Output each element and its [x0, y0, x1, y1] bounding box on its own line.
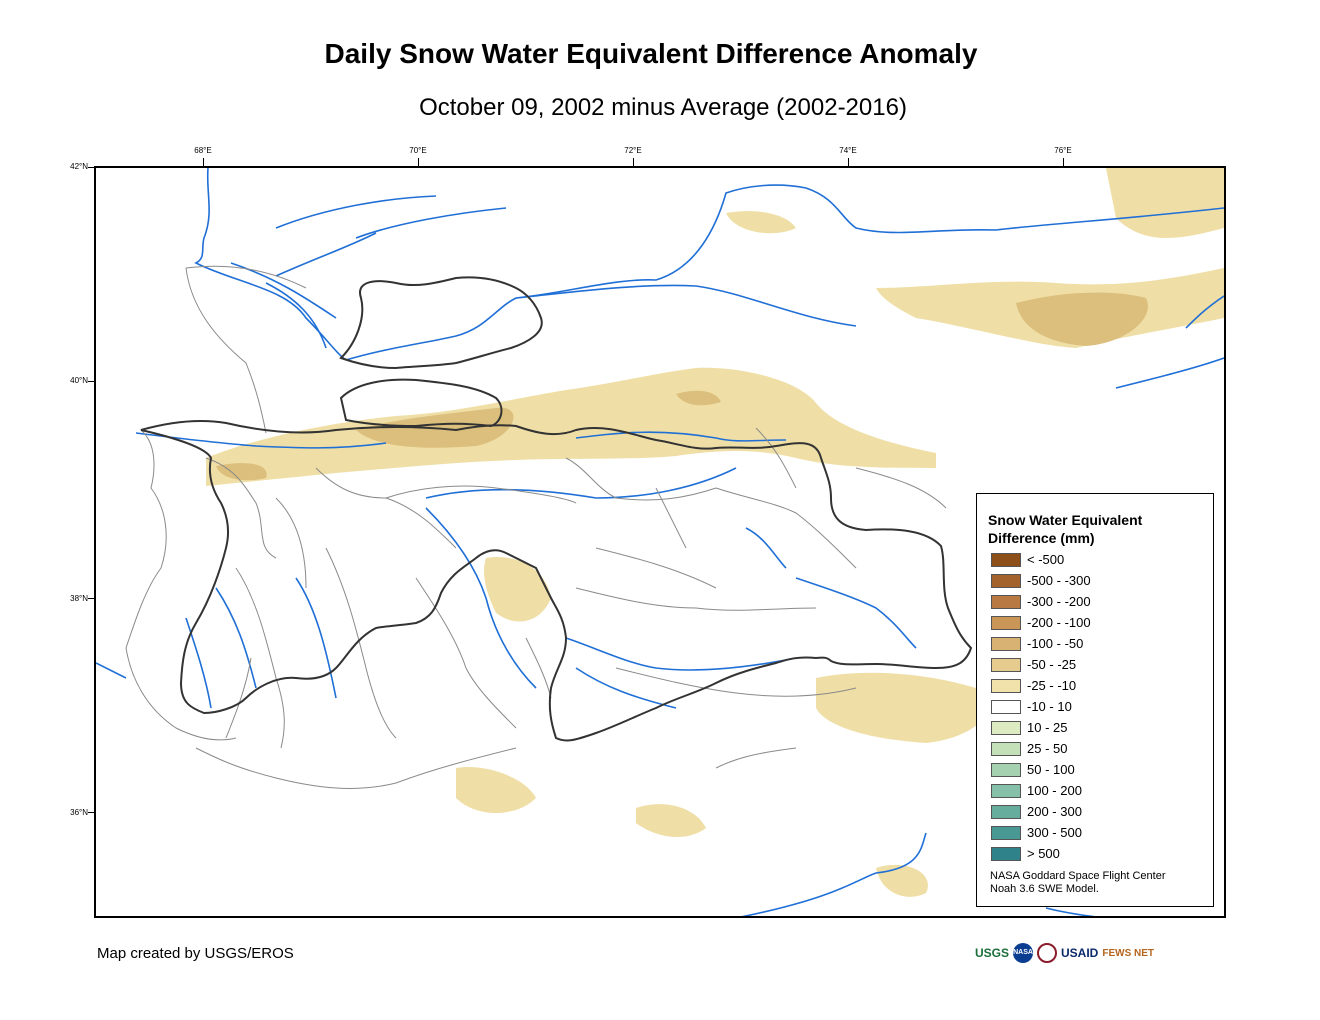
lat-tick: [88, 812, 94, 813]
usaid-logo: USAID: [1061, 946, 1099, 960]
lat-label-38: 38°N: [70, 594, 88, 603]
usaid-seal-icon: [1037, 943, 1058, 963]
lat-tick: [88, 167, 94, 168]
legend-item-label: -50 - -25: [1027, 657, 1077, 672]
map-legend: Snow Water Equivalent Difference (mm) < …: [976, 493, 1214, 907]
lat-tick: [88, 381, 94, 382]
legend-items: < -500 -500 - -300 -300 - -200 -200 - -1…: [991, 549, 1091, 864]
legend-swatch: [991, 720, 1021, 735]
lon-label-70: 70°E: [409, 146, 427, 155]
legend-item: -100 - -50: [991, 633, 1091, 654]
legend-item: < -500: [991, 549, 1091, 570]
legend-item-label: -25 - -10: [1027, 678, 1077, 693]
lat-label-36: 36°N: [70, 808, 88, 817]
lon-label-72: 72°E: [624, 146, 642, 155]
legend-swatch: [991, 594, 1021, 609]
legend-item-label: -10 - 10: [1027, 699, 1072, 714]
legend-item-label: 50 - 100: [1027, 762, 1075, 777]
legend-item-label: < -500: [1027, 552, 1065, 567]
legend-item-label: -500 - -300: [1027, 573, 1091, 588]
lon-label-76: 76°E: [1054, 146, 1072, 155]
legend-item-label: 25 - 50: [1027, 741, 1068, 756]
legend-note-line2: Noah 3.6 SWE Model.: [990, 883, 1099, 895]
rivers: [96, 168, 1224, 916]
legend-item: -50 - -25: [991, 654, 1091, 675]
legend-swatch: [991, 783, 1021, 798]
lon-tick: [203, 158, 204, 166]
legend-item-label: 10 - 25: [1027, 720, 1068, 735]
legend-swatch: [991, 699, 1021, 714]
lon-tick: [848, 158, 849, 166]
legend-swatch: [991, 615, 1021, 630]
legend-swatch: [991, 657, 1021, 672]
legend-item: -10 - 10: [991, 696, 1091, 717]
legend-title: Snow Water Equivalent Difference (mm): [988, 512, 1143, 546]
legend-swatch: [991, 552, 1021, 567]
legend-swatch: [991, 636, 1021, 651]
legend-item: 300 - 500: [991, 822, 1091, 843]
legend-item: -25 - -10: [991, 675, 1091, 696]
partner-logos: USGS NASA USAID FEWS NET: [975, 940, 1220, 966]
lat-label-40: 40°N: [70, 376, 88, 385]
basin-boundaries: [125, 265, 947, 789]
legend-item: 50 - 100: [991, 759, 1091, 780]
map-subtitle: October 09, 2002 minus Average (2002-201…: [419, 94, 907, 121]
legend-swatch: [991, 573, 1021, 588]
legend-swatch: [991, 741, 1021, 756]
legend-item: 25 - 50: [991, 738, 1091, 759]
legend-item: -200 - -100: [991, 612, 1091, 633]
nasa-logo: NASA: [1013, 943, 1034, 963]
legend-item-label: 300 - 500: [1027, 825, 1082, 840]
map-title: Daily Snow Water Equivalent Difference A…: [324, 38, 978, 69]
legend-swatch: [991, 825, 1021, 840]
legend-item: -500 - -300: [991, 570, 1091, 591]
legend-item-label: > 500: [1027, 846, 1060, 861]
legend-swatch: [991, 678, 1021, 693]
legend-swatch: [991, 846, 1021, 861]
legend-item-label: 200 - 300: [1027, 804, 1082, 819]
legend-item: 200 - 300: [991, 801, 1091, 822]
lon-tick: [1063, 158, 1064, 166]
lon-label-74: 74°E: [839, 146, 857, 155]
lon-tick: [418, 158, 419, 166]
legend-item-label: -200 - -100: [1027, 615, 1091, 630]
lon-label-68: 68°E: [194, 146, 212, 155]
legend-item-label: -100 - -50: [1027, 636, 1084, 651]
legend-item: > 500: [991, 843, 1091, 864]
legend-item: 10 - 25: [991, 717, 1091, 738]
legend-swatch: [991, 804, 1021, 819]
legend-item-label: -300 - -200: [1027, 594, 1091, 609]
lon-tick: [633, 158, 634, 166]
snow-anomaly-patches: [206, 168, 1224, 897]
legend-item: -300 - -200: [991, 591, 1091, 612]
country-border: [140, 276, 973, 742]
lat-label-42: 42°N: [70, 162, 88, 171]
legend-source-note: NASA Goddard Space Flight Center Noah 3.…: [990, 870, 1165, 896]
lat-tick: [88, 598, 94, 599]
legend-item-label: 100 - 200: [1027, 783, 1082, 798]
map-canvas: [96, 168, 1224, 916]
legend-swatch: [991, 762, 1021, 777]
legend-note-line1: NASA Goddard Space Flight Center: [990, 870, 1166, 882]
legend-item: 100 - 200: [991, 780, 1091, 801]
usgs-logo: USGS: [975, 946, 1010, 960]
fewsnet-logo: FEWS NET: [1102, 947, 1155, 959]
map-credit: Map created by USGS/EROS: [97, 945, 294, 962]
